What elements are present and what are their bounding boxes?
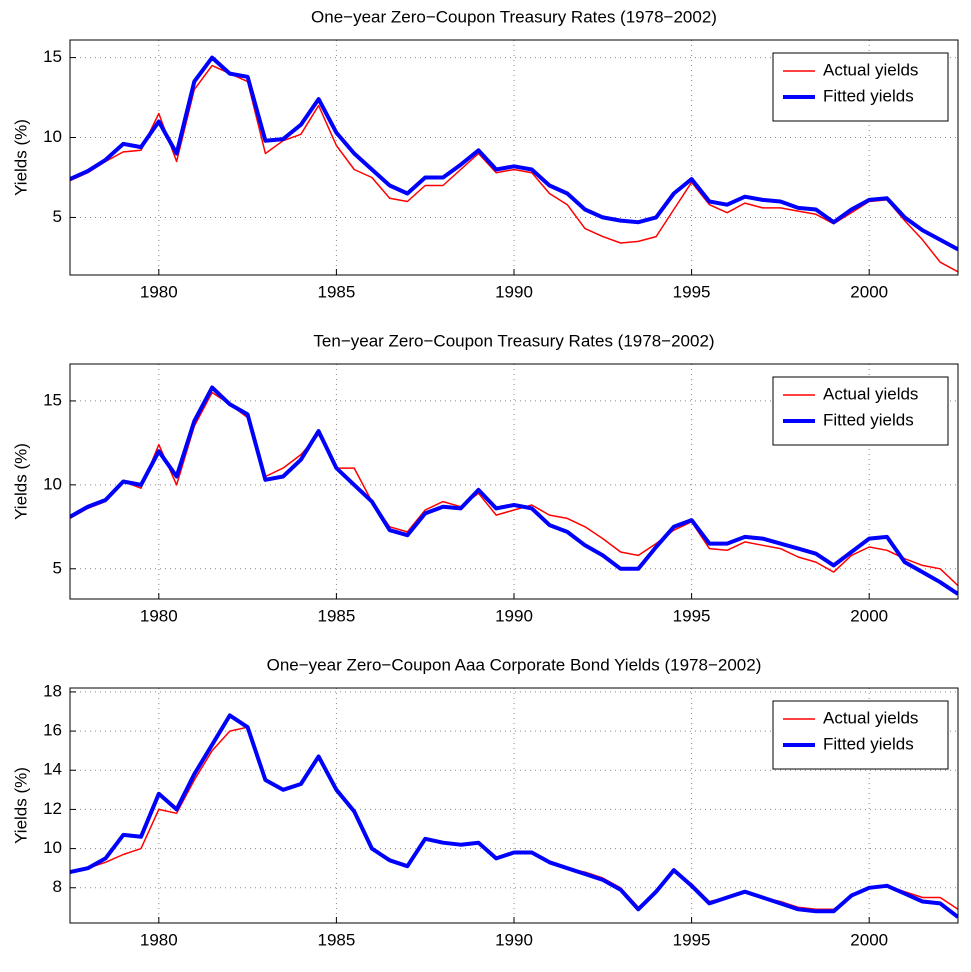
y-tick-label: 12 <box>43 799 62 818</box>
y-tick-label: 10 <box>43 474 62 493</box>
x-tick-label: 1990 <box>495 282 533 301</box>
legend-label: Actual yields <box>823 708 918 727</box>
y-tick-label: 5 <box>53 207 62 226</box>
y-tick-label: 14 <box>43 760 62 779</box>
axes-frame <box>69 687 959 924</box>
y-tick-label: 16 <box>43 721 62 740</box>
y-tick-label: 10 <box>43 838 62 857</box>
x-tick-label: 1990 <box>495 930 533 949</box>
series-line <box>70 385 958 596</box>
chart-title: One−year Zero−Coupon Aaa Corporate Bond … <box>267 655 762 674</box>
chart-title: Ten−year Zero−Coupon Treasury Rates (197… <box>313 331 714 350</box>
x-tick-label: 1995 <box>673 930 711 949</box>
x-tick-label: 2000 <box>850 930 888 949</box>
series-line <box>70 64 958 273</box>
y-tick-label: 5 <box>53 558 62 577</box>
series-line <box>70 713 958 919</box>
legend-label: Fitted yields <box>823 734 914 753</box>
legend-box <box>772 52 949 122</box>
legend-label: Actual yields <box>823 60 918 79</box>
legend-box <box>772 376 949 446</box>
x-tick-label: 1980 <box>140 930 178 949</box>
y-tick-label: 8 <box>53 877 62 896</box>
x-tick-label: 1995 <box>673 606 711 625</box>
x-tick-label: 1995 <box>673 282 711 301</box>
series-line <box>70 55 958 252</box>
legend-label: Fitted yields <box>823 410 914 429</box>
y-axis-label: Yields (%) <box>11 443 30 520</box>
y-axis-label: Yields (%) <box>11 119 30 196</box>
x-tick-label: 1985 <box>317 606 355 625</box>
x-tick-label: 1985 <box>317 282 355 301</box>
x-tick-label: 1980 <box>140 282 178 301</box>
y-axis-label: Yields (%) <box>11 767 30 844</box>
x-tick-label: 1985 <box>317 930 355 949</box>
chart-title: One−year Zero−Coupon Treasury Rates (197… <box>311 7 717 26</box>
legend-box <box>772 700 949 770</box>
series-line <box>70 391 958 587</box>
x-tick-label: 2000 <box>850 606 888 625</box>
y-tick-label: 10 <box>43 127 62 146</box>
x-tick-label: 1990 <box>495 606 533 625</box>
x-tick-label: 1980 <box>140 606 178 625</box>
legend-label: Actual yields <box>823 384 918 403</box>
axes-frame <box>69 363 959 600</box>
y-tick-label: 18 <box>43 681 62 700</box>
legend-label: Fitted yields <box>823 86 914 105</box>
y-tick-label: 15 <box>43 47 62 66</box>
y-tick-label: 15 <box>43 390 62 409</box>
x-tick-label: 2000 <box>850 282 888 301</box>
axes-frame <box>69 39 959 276</box>
